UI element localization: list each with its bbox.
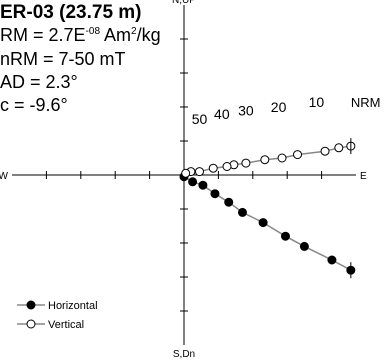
horizontal-data-point [280,231,290,241]
vertical-data-point [208,163,218,173]
step-label: 20 [271,99,287,115]
vertical-data-point [241,158,251,168]
nrm-exponent: -08 [85,26,100,37]
horizontal-data-point [198,180,208,190]
vertical-data-point [293,150,303,160]
horizontal-data-point [327,255,337,265]
legend-vertical-label: Vertical [48,319,84,331]
vertical-data-point [260,155,270,165]
inclination-annotation: c = -9.6° [0,95,68,115]
horizontal-data-point [210,189,220,199]
step-label: 50 [192,111,208,127]
legend-vertical-marker [26,319,36,329]
axis-label-east: E [360,171,367,182]
horizontal-data-point [258,218,268,228]
step-label: 30 [238,103,254,119]
vertical-data-point [194,167,204,177]
legend-horizontal-label: Horizontal [48,300,98,312]
axis-label-west: W [0,171,9,182]
nrm-unit-tail: /kg [136,25,161,45]
horizontal-data-point [224,197,234,207]
horizontal-data-point [299,241,309,251]
horizontal-data-point [237,207,247,217]
af-range-annotation: nRM = 7-50 mT [0,49,126,69]
vertical-data-point [277,153,287,163]
step-label: NRM [351,95,381,110]
nrm-label: RM = 2.7E [0,25,86,45]
axis-label-down: S,Dn [173,349,195,360]
axis-label-up: N,UP [172,0,196,6]
step-label: 10 [309,94,325,110]
mad-annotation: AD = 2.3° [0,72,78,92]
nrm-unit: Am [100,25,132,45]
step-label: 40 [214,106,230,122]
vertical-data-point [320,146,330,156]
nrm-intensity-annotation: RM = 2.7E-08 Am2/kg [0,25,161,46]
horizontal-data-point [188,177,198,187]
nrm-unit-exponent: 2 [131,26,137,37]
vertical-data-point [181,168,191,178]
vertical-data-point [334,143,344,153]
vertical-data-point [222,162,232,171]
chart-title: ER-03 (23.75 m) [0,2,142,23]
legend-horizontal-marker [26,300,36,310]
